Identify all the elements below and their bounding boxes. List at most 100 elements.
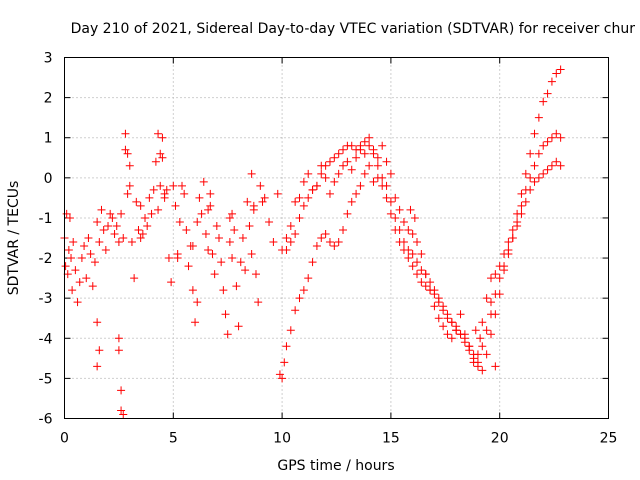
- data-point: [360, 149, 369, 158]
- data-point: [114, 346, 123, 355]
- data-point: [382, 181, 391, 190]
- data-point: [61, 262, 70, 271]
- data-point: [543, 165, 552, 174]
- data-point: [286, 326, 295, 335]
- data-point: [447, 334, 456, 343]
- data-point: [456, 330, 465, 339]
- data-point: [80, 242, 89, 251]
- data-point: [330, 177, 339, 186]
- chart-title: Day 210 of 2021, Sidereal Day-to-day VTE…: [71, 21, 636, 37]
- data-point: [339, 225, 348, 234]
- data-point: [404, 225, 413, 234]
- data-point: [439, 322, 448, 331]
- data-point: [121, 129, 130, 138]
- data-point: [99, 225, 108, 234]
- data-point: [378, 173, 387, 182]
- data-point: [347, 197, 356, 206]
- data-point: [460, 334, 469, 343]
- data-point: [308, 258, 317, 267]
- data-point: [154, 129, 163, 138]
- data-point: [180, 189, 189, 198]
- data-point: [373, 161, 382, 170]
- data-point: [119, 234, 128, 242]
- data-point: [426, 278, 435, 287]
- data-point: [325, 189, 334, 198]
- x-tick-label: 0: [60, 431, 69, 447]
- data-point: [556, 161, 565, 170]
- data-point: [112, 221, 121, 230]
- data-point: [478, 366, 487, 375]
- data-point: [334, 149, 343, 158]
- data-point: [158, 153, 167, 162]
- data-point: [199, 177, 208, 186]
- data-point: [206, 189, 215, 198]
- x-tick-label: 15: [382, 431, 400, 447]
- data-point: [234, 322, 243, 331]
- data-point: [434, 314, 443, 323]
- data-point: [330, 153, 339, 162]
- data-point: [317, 234, 326, 242]
- data-point: [517, 201, 526, 210]
- data-point: [67, 254, 76, 263]
- data-point: [162, 185, 171, 194]
- data-point: [404, 246, 413, 255]
- data-point: [193, 298, 202, 307]
- data-point: [260, 193, 269, 202]
- data-point: [534, 149, 543, 158]
- data-point: [486, 274, 495, 283]
- data-point: [417, 278, 426, 287]
- data-point: [204, 205, 213, 214]
- data-point: [547, 77, 556, 86]
- data-point: [156, 181, 165, 190]
- data-point: [421, 282, 430, 291]
- x-tick-label: 25: [600, 431, 618, 447]
- data-point: [282, 342, 291, 351]
- y-tick-label: 2: [44, 91, 53, 107]
- data-points: [60, 65, 565, 419]
- data-point: [280, 358, 289, 367]
- data-point: [65, 213, 74, 222]
- data-point: [352, 145, 361, 154]
- data-point: [478, 342, 487, 351]
- data-point: [508, 234, 517, 242]
- data-point: [352, 189, 361, 198]
- data-point: [339, 161, 348, 170]
- data-point: [151, 157, 160, 166]
- data-point: [245, 221, 254, 230]
- data-point: [75, 278, 84, 287]
- data-point: [434, 294, 443, 303]
- data-point: [273, 189, 282, 198]
- data-point: [539, 97, 548, 106]
- data-point: [228, 209, 237, 218]
- data-point: [236, 258, 245, 267]
- data-point: [64, 246, 73, 255]
- data-point: [321, 161, 330, 170]
- data-point: [491, 310, 500, 319]
- data-point: [123, 149, 132, 158]
- data-point: [321, 229, 330, 238]
- data-point: [404, 254, 413, 263]
- data-point: [195, 193, 204, 202]
- data-point: [93, 318, 102, 327]
- data-point: [247, 250, 256, 259]
- data-point: [417, 266, 426, 275]
- data-point: [325, 238, 334, 247]
- data-point: [147, 209, 156, 218]
- data-point: [521, 185, 530, 194]
- data-point: [430, 302, 439, 311]
- data-point: [282, 234, 291, 242]
- data-point: [230, 225, 239, 234]
- data-point: [123, 189, 132, 198]
- data-point: [317, 169, 326, 178]
- data-point: [504, 238, 513, 247]
- data-point: [84, 234, 93, 242]
- data-point: [110, 229, 119, 238]
- data-point: [143, 221, 152, 230]
- data-point: [225, 238, 234, 247]
- data-point: [156, 149, 165, 158]
- data-point: [217, 258, 226, 267]
- data-point: [69, 238, 78, 247]
- y-tick-label: 1: [44, 131, 53, 147]
- data-point: [517, 209, 526, 218]
